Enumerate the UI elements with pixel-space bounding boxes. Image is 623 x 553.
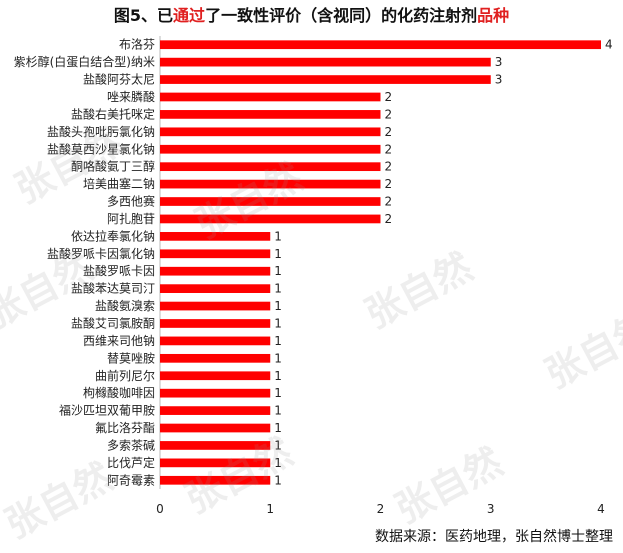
bar (160, 197, 381, 206)
data-label: 1 (274, 369, 282, 383)
data-label: 2 (385, 177, 393, 191)
category-label: 盐酸罗哌卡因氯化钠 (47, 246, 155, 261)
bar (160, 162, 381, 172)
bar (160, 406, 271, 415)
bar (160, 423, 271, 433)
data-label: 1 (274, 282, 282, 296)
category-label: 多西他赛 (107, 194, 155, 209)
category-label: 盐酸头孢吡肟氯化钠 (47, 124, 155, 139)
bar (160, 144, 381, 154)
category-label: 比伐芦定 (107, 455, 155, 470)
category-label: 氟比洛芬酯 (95, 420, 155, 435)
category-label: 西维来司他钠 (83, 333, 155, 348)
x-tick-label: 0 (156, 502, 164, 516)
data-label: 2 (385, 125, 393, 139)
data-label: 1 (274, 229, 282, 243)
bar (160, 110, 381, 119)
bar (160, 75, 491, 84)
bar (160, 319, 271, 328)
bar (160, 266, 271, 276)
data-label: 1 (274, 316, 282, 330)
bar (160, 441, 271, 450)
category-label: 培美曲塞二钠 (83, 176, 155, 191)
bar (160, 353, 271, 363)
data-label: 1 (274, 386, 282, 400)
data-label: 1 (274, 404, 282, 418)
data-label: 1 (274, 456, 282, 470)
title-part-1: 图5、已 (113, 6, 174, 25)
bar (160, 301, 271, 311)
data-label: 2 (385, 90, 393, 104)
data-label: 1 (274, 421, 282, 435)
bar (160, 249, 271, 259)
category-label: 盐酸氨溴索 (95, 298, 155, 313)
x-tick-label: 1 (266, 502, 274, 516)
bar (160, 371, 271, 381)
title-part-2: 通过 (173, 6, 206, 25)
category-label: 盐酸罗哌卡因 (83, 263, 155, 278)
data-label: 1 (274, 299, 282, 313)
data-label: 2 (385, 160, 393, 174)
chart-title: 图5、已通过了一致性评价（含视同）的化药注射剂品种 (0, 2, 623, 26)
bar (160, 92, 381, 102)
title-part-4: 品种 (477, 6, 510, 25)
data-label: 1 (274, 247, 282, 261)
x-tick-label: 4 (597, 502, 605, 516)
data-label: 2 (385, 107, 393, 121)
data-label: 3 (495, 73, 503, 87)
bar (160, 40, 601, 50)
category-label: 依达拉奉氯化钠 (71, 228, 155, 243)
x-tick-label: 2 (377, 502, 385, 516)
bar (160, 232, 271, 241)
category-label: 布洛芬 (119, 37, 155, 52)
source-note: 数据来源：医药地理，张自然博士整理 (375, 529, 613, 545)
bar (160, 336, 271, 346)
category-label: 盐酸右美托咪定 (71, 106, 155, 121)
category-label: 唑来膦酸 (107, 89, 155, 104)
bar (160, 179, 381, 189)
category-label: 多索茶碱 (107, 437, 155, 452)
bar (160, 57, 491, 67)
data-label: 2 (385, 142, 393, 156)
category-label: 阿奇霉素 (107, 473, 155, 487)
category-label: 曲前列尼尔 (95, 368, 155, 383)
data-label: 1 (274, 264, 282, 278)
bar (160, 388, 271, 398)
category-label: 盐酸艾司氯胺酮 (71, 315, 155, 330)
data-label: 1 (274, 351, 282, 365)
category-label: 紫杉醇(白蛋白结合型)纳米 (14, 54, 155, 69)
category-label: 盐酸苯达莫司汀 (71, 281, 155, 296)
data-label: 1 (274, 334, 282, 348)
category-label: 盐酸莫西沙星氯化钠 (47, 141, 155, 156)
data-label: 1 (274, 438, 282, 452)
bar (160, 284, 271, 293)
category-label: 盐酸阿芬太尼 (83, 72, 155, 87)
x-tick-label: 3 (487, 502, 495, 516)
data-label: 4 (605, 38, 613, 52)
bar (160, 214, 381, 224)
data-label: 1 (274, 473, 282, 487)
bar (160, 127, 381, 137)
title-part-3: 了一致性评价（含视同）的化药注射剂 (205, 6, 478, 25)
category-label: 枸橼酸咖啡因 (83, 385, 155, 400)
category-label: 替莫唑胺 (107, 351, 155, 365)
category-label: 福沙匹坦双葡甲胺 (59, 403, 155, 418)
category-label: 酮咯酸氨丁三醇 (71, 159, 155, 174)
data-label: 3 (495, 55, 503, 69)
category-label: 阿扎胞苷 (107, 212, 155, 226)
data-label: 2 (385, 212, 393, 226)
bar (160, 475, 271, 485)
data-label: 2 (385, 195, 393, 209)
bar (160, 458, 271, 468)
